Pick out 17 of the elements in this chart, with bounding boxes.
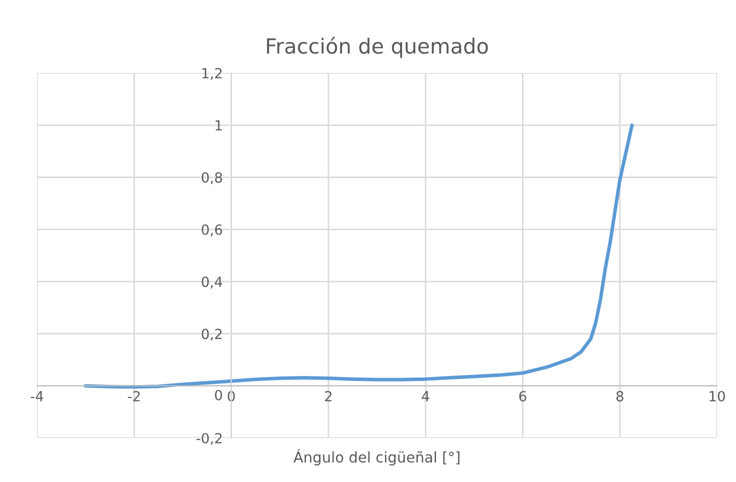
x-tick-label: 4 [422, 391, 430, 402]
x-tick-label: 0 [228, 390, 235, 402]
y-tick-label: 0,8 [202, 172, 222, 184]
x-tick-label: 6 [519, 390, 526, 402]
y-tick-label: 1,2 [202, 68, 222, 80]
y-tick-label: 0,6 [202, 224, 222, 236]
x-tick-label: 8 [616, 390, 624, 402]
x-tick-label: 10 [710, 390, 725, 402]
y-tick-label: 0,4 [202, 276, 222, 288]
x-tick-label: 2 [325, 390, 332, 402]
y-tick-label: 1 [216, 120, 222, 130]
y-tick-label: -0,2 [196, 432, 222, 445]
x-tick-label: -4 [30, 391, 44, 402]
x-axis-title: Ángulo del cigüeñal [°] [293, 448, 460, 466]
x-tick-label: -2 [128, 390, 140, 402]
y-tick-label: 0,2 [202, 328, 222, 341]
chart-title: Fracción de quemado [267, 36, 488, 58]
